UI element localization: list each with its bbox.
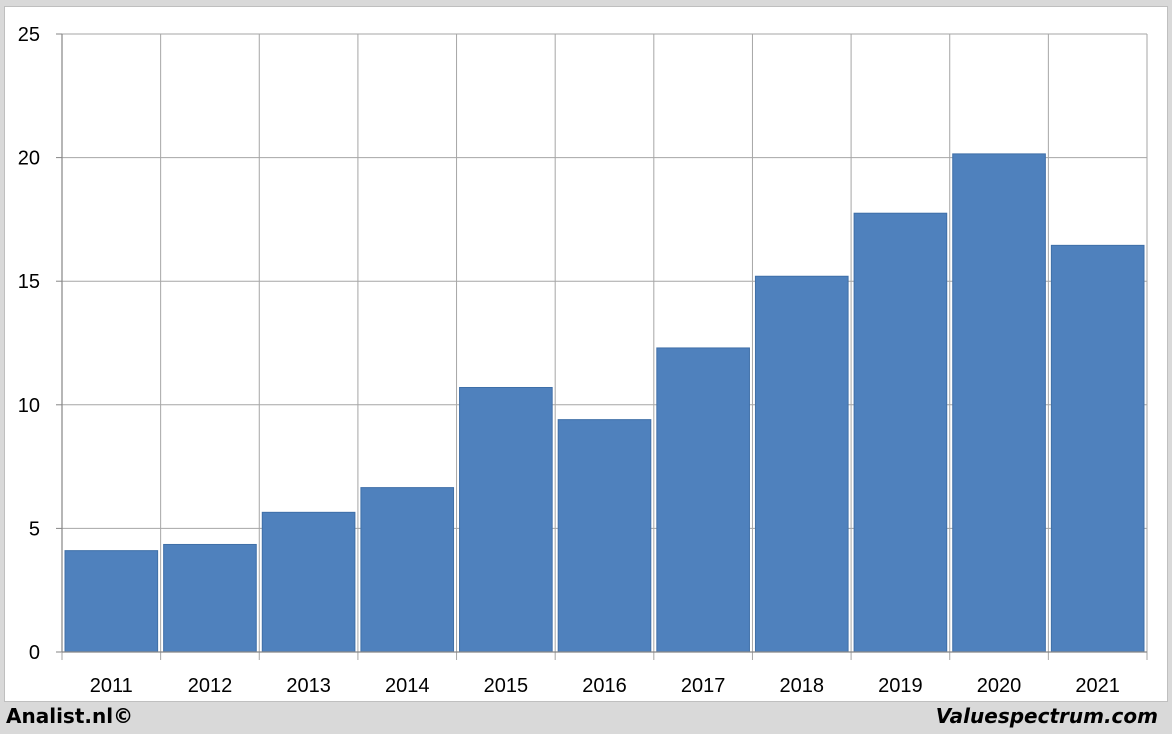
x-tick-label: 2015 bbox=[484, 675, 529, 697]
x-tick-label: 2013 bbox=[286, 675, 331, 697]
bar-2015 bbox=[459, 386, 553, 653]
bar-2014 bbox=[360, 487, 455, 653]
x-tick-label: 2021 bbox=[1075, 675, 1120, 697]
x-tick-label: 2017 bbox=[681, 675, 726, 697]
x-tick-label: 2016 bbox=[582, 675, 627, 697]
x-tick-label: 2012 bbox=[188, 675, 233, 697]
y-tick-label: 10 bbox=[18, 395, 40, 417]
footer-source-right: Valuespectrum.com bbox=[935, 704, 1158, 728]
y-tick-label: 0 bbox=[29, 642, 40, 664]
bar-2017 bbox=[656, 347, 750, 653]
x-tick-label: 2018 bbox=[780, 675, 825, 697]
bar-2018 bbox=[754, 275, 849, 653]
y-tick-label: 25 bbox=[18, 24, 40, 46]
bar-2011 bbox=[64, 550, 159, 653]
bar-2021 bbox=[1050, 244, 1145, 653]
y-tick-label: 5 bbox=[29, 518, 40, 540]
y-tick-label: 20 bbox=[18, 148, 40, 170]
bar-2013 bbox=[261, 511, 356, 653]
x-tick-label: 2019 bbox=[878, 675, 923, 697]
x-tick-label: 2011 bbox=[90, 675, 133, 697]
bar-2019 bbox=[853, 212, 948, 653]
x-tick-label: 2020 bbox=[977, 675, 1022, 697]
footer-source-left: Analist.nl© bbox=[6, 704, 134, 728]
bar-2012 bbox=[163, 543, 257, 653]
y-tick-label: 15 bbox=[18, 271, 40, 293]
x-tick-label: 2014 bbox=[385, 675, 430, 697]
bar-2020 bbox=[952, 153, 1046, 653]
bar-2016 bbox=[557, 419, 652, 653]
